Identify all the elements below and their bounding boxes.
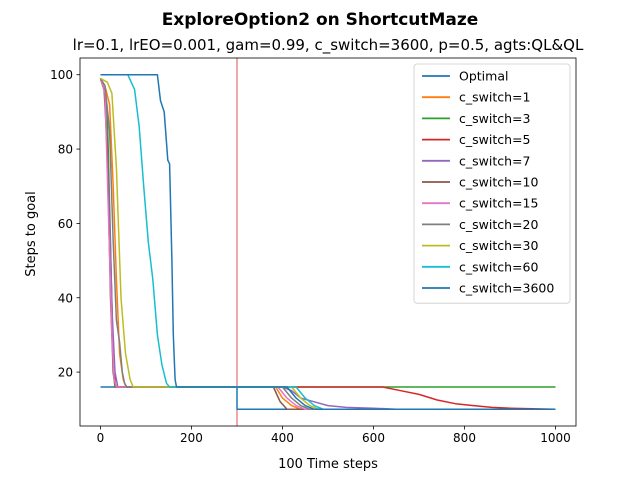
y-tick-label-4: 100 [50, 68, 73, 82]
series-line-4 [99, 78, 556, 411]
series-line-10 [100, 73, 556, 411]
legend-box [413, 63, 571, 304]
y-tick-label-1: 40 [58, 291, 73, 305]
legend-label-0: Optimal [459, 69, 508, 84]
legend: Optimal c_switch=1 c_switch=3 c_switch=5 c_s… [413, 63, 571, 304]
legend-label-9: c_switch=60 [459, 259, 538, 274]
chart-subtitle: lr=0.1, lrEO=0.001, gam=0.99, c_switch=3… [73, 36, 584, 55]
x-tick-label-2: 400 [271, 431, 294, 445]
series-line-7 [99, 78, 556, 411]
legend-label-3: c_switch=5 [459, 132, 530, 147]
series-line-9 [100, 73, 556, 411]
series-lines [99, 58, 556, 426]
y-tick-label-2: 60 [58, 217, 73, 231]
legend-label-1: c_switch=1 [459, 90, 530, 105]
legend-label-6: c_switch=15 [459, 196, 538, 211]
plot-area: 0 200 400 600 800 1000 20 40 60 80 100 Optimal c_swi… [50, 57, 577, 445]
legend-label-5: c_switch=10 [459, 175, 538, 190]
x-tick-label-3: 600 [362, 431, 385, 445]
series-line-8 [100, 77, 556, 411]
y-axis-label: Steps to goal [24, 191, 39, 276]
x-tick-label-4: 800 [453, 431, 476, 445]
axes-frame [79, 57, 577, 427]
legend-label-2: c_switch=3 [459, 111, 530, 126]
legend-label-10: c_switch=3600 [459, 281, 554, 296]
y-tick-label-0: 20 [58, 366, 73, 380]
legend-label-4: c_switch=7 [459, 153, 530, 168]
y-tick-label-3: 80 [58, 143, 73, 157]
legend-label-8: c_switch=30 [459, 238, 538, 253]
x-tick-label-5: 1000 [540, 431, 571, 445]
chart-title: ExploreOption2 on ShortcutMaze [162, 10, 479, 30]
x-tick-label-1: 200 [180, 431, 203, 445]
legend-label-7: c_switch=20 [459, 217, 538, 232]
x-tick-label-0: 0 [97, 431, 105, 445]
x-axis-label: 100 Time steps [278, 457, 378, 472]
